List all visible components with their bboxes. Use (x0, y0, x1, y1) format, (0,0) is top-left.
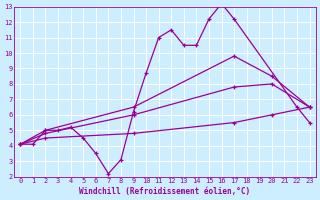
X-axis label: Windchill (Refroidissement éolien,°C): Windchill (Refroidissement éolien,°C) (79, 187, 251, 196)
